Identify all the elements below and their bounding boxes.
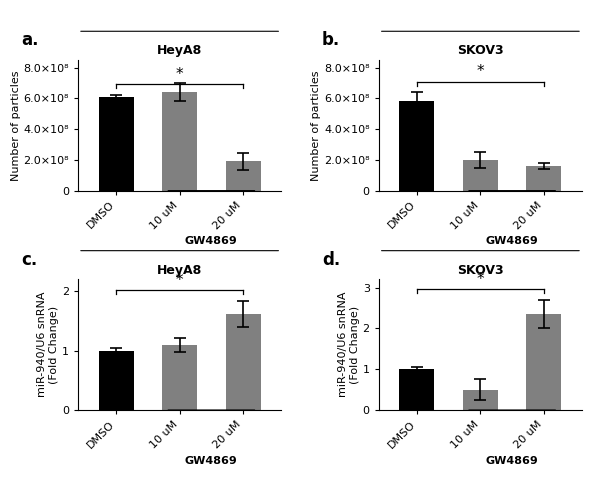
Bar bbox=[162, 92, 197, 190]
Text: *: * bbox=[476, 64, 484, 79]
Text: d.: d. bbox=[322, 250, 340, 268]
Title: HeyA8: HeyA8 bbox=[157, 264, 202, 277]
Y-axis label: Number of particles: Number of particles bbox=[11, 70, 20, 180]
Bar bbox=[400, 102, 434, 190]
Text: *: * bbox=[176, 272, 184, 287]
Text: GW4869: GW4869 bbox=[486, 236, 539, 246]
Y-axis label: miR-940/U6 snRNA
(Fold Change): miR-940/U6 snRNA (Fold Change) bbox=[37, 292, 59, 398]
Bar bbox=[463, 160, 498, 190]
Title: SKOV3: SKOV3 bbox=[457, 264, 503, 277]
Text: a.: a. bbox=[21, 32, 38, 50]
Bar bbox=[98, 350, 134, 410]
Text: *: * bbox=[476, 272, 484, 286]
Bar bbox=[162, 344, 197, 410]
Bar bbox=[98, 97, 134, 190]
Title: SKOV3: SKOV3 bbox=[457, 44, 503, 58]
Text: *: * bbox=[176, 66, 184, 82]
Text: c.: c. bbox=[21, 250, 37, 268]
Y-axis label: Number of particles: Number of particles bbox=[311, 70, 322, 180]
Bar bbox=[526, 166, 562, 190]
Text: b.: b. bbox=[322, 32, 340, 50]
Y-axis label: miR-940/U6 snRNA
(Fold Change): miR-940/U6 snRNA (Fold Change) bbox=[338, 292, 360, 398]
Text: GW4869: GW4869 bbox=[486, 456, 539, 466]
Bar bbox=[463, 390, 498, 410]
Bar bbox=[226, 314, 260, 410]
Bar bbox=[226, 162, 260, 190]
Title: HeyA8: HeyA8 bbox=[157, 44, 202, 58]
Bar bbox=[526, 314, 562, 410]
Text: GW4869: GW4869 bbox=[185, 236, 238, 246]
Text: GW4869: GW4869 bbox=[185, 456, 238, 466]
Bar bbox=[400, 369, 434, 410]
